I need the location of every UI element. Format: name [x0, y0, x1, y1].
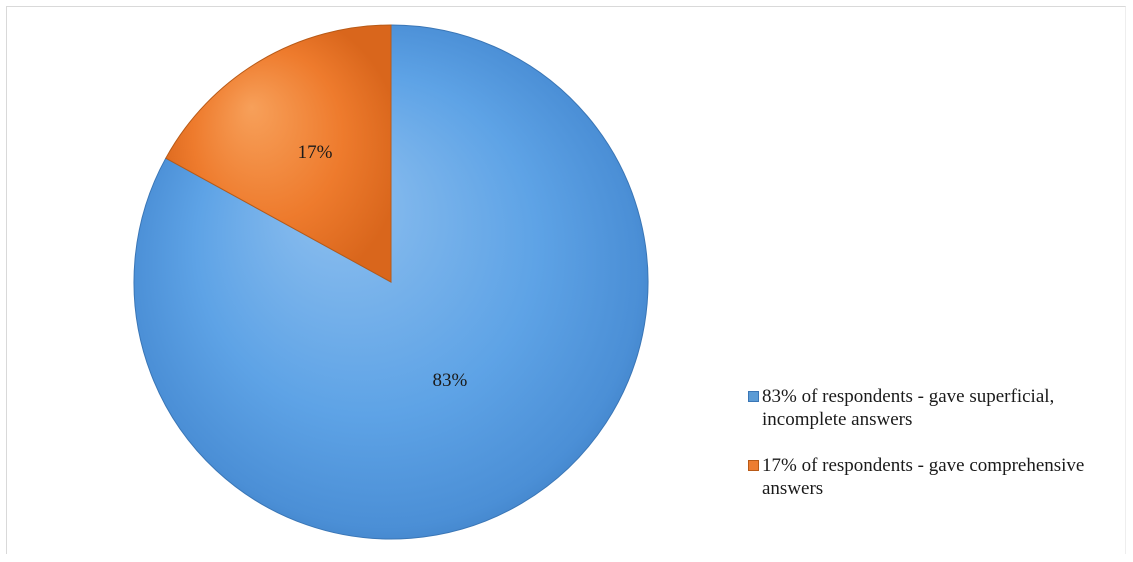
pie-data-label-2: 17% — [298, 142, 333, 163]
pie-slices — [133, 24, 649, 540]
legend-label-1: 83% of respondents - gave superficial, i… — [762, 386, 1055, 430]
legend-item-2: 17% of respondents - gave comprehensive … — [748, 454, 1108, 500]
legend-item-1: 83% of respondents - gave superficial, i… — [748, 385, 1108, 431]
legend-swatch-1 — [748, 391, 759, 402]
pie-data-labels: 83% 17% — [298, 142, 468, 391]
pie-data-label-1: 83% — [432, 370, 467, 391]
pie-slice-2 — [165, 24, 392, 283]
legend-label-2: 17% of respondents - gave comprehensive … — [762, 455, 1085, 499]
legend-swatch-2 — [748, 460, 759, 471]
legend: 83% of respondents - gave superficial, i… — [748, 385, 1108, 523]
chart-frame — [6, 6, 1126, 554]
